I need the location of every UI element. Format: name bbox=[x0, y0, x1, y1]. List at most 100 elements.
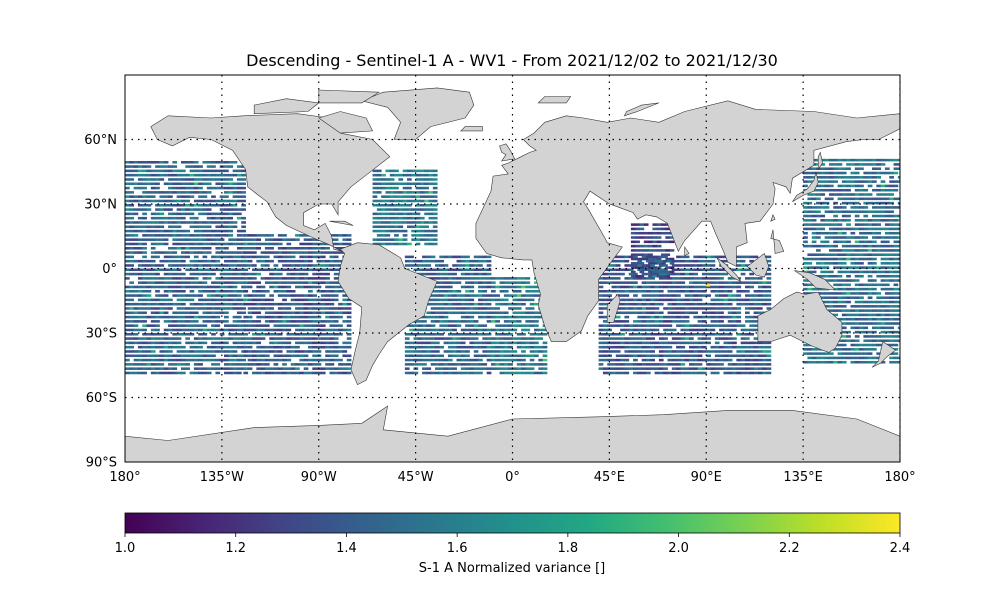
heatmap-cell bbox=[740, 290, 746, 293]
heatmap-cell bbox=[633, 285, 638, 289]
heatmap-cell bbox=[762, 302, 767, 306]
heatmap-cell bbox=[303, 264, 309, 267]
heatmap-cell bbox=[833, 296, 838, 299]
heatmap-cell bbox=[312, 371, 317, 375]
heatmap-cell bbox=[419, 186, 425, 190]
heatmap-cell bbox=[820, 240, 826, 244]
heatmap-cell bbox=[521, 328, 526, 332]
heatmap-cell bbox=[243, 333, 249, 336]
heatmap-cell bbox=[667, 311, 673, 315]
heatmap-cell bbox=[432, 204, 438, 207]
heatmap-cell bbox=[824, 300, 830, 304]
heatmap-cell bbox=[426, 341, 432, 345]
heatmap-cell bbox=[176, 341, 182, 345]
heatmap-cell bbox=[307, 358, 313, 362]
heatmap-cell bbox=[419, 204, 425, 207]
heatmap-cell bbox=[512, 367, 518, 370]
heatmap-cell bbox=[486, 302, 492, 306]
heatmap-cell bbox=[689, 311, 694, 315]
heatmap-cell bbox=[710, 281, 716, 284]
heatmap-cell bbox=[723, 290, 729, 293]
heatmap-cell bbox=[719, 363, 724, 366]
heatmap-cell bbox=[146, 341, 152, 345]
heatmap-cell bbox=[376, 216, 382, 220]
heatmap-cell bbox=[432, 216, 438, 220]
heatmap-cell bbox=[807, 287, 813, 291]
heatmap-cell bbox=[701, 302, 707, 306]
heatmap-cell bbox=[740, 358, 746, 362]
heatmap-cell bbox=[833, 214, 838, 218]
heatmap-cell bbox=[303, 238, 309, 241]
heatmap-cell bbox=[854, 158, 860, 162]
heatmap-cell bbox=[697, 367, 703, 370]
heatmap-cell bbox=[185, 311, 190, 315]
heatmap-cell bbox=[232, 242, 238, 246]
heatmap-cell bbox=[346, 298, 352, 302]
heatmap-cell bbox=[867, 356, 873, 360]
heatmap-cell bbox=[736, 358, 742, 362]
heatmap-cell bbox=[146, 272, 152, 276]
heatmap-cell bbox=[538, 333, 544, 336]
heatmap-cell bbox=[325, 354, 330, 358]
heatmap-cell bbox=[669, 236, 675, 239]
heatmap-cell bbox=[740, 281, 746, 284]
heatmap-cell bbox=[269, 337, 274, 340]
heatmap-cell bbox=[329, 281, 335, 284]
heatmap-cell bbox=[846, 223, 851, 226]
heatmap-cell bbox=[841, 184, 847, 188]
heatmap-cell bbox=[635, 244, 640, 248]
heatmap-cell bbox=[312, 354, 317, 358]
heatmap-cell bbox=[172, 255, 178, 259]
heatmap-cell bbox=[206, 337, 212, 340]
heatmap-cell bbox=[615, 311, 621, 315]
heatmap-cell bbox=[430, 272, 436, 276]
heatmap-cell bbox=[146, 234, 152, 237]
heatmap-cell bbox=[320, 264, 326, 267]
heatmap-cell bbox=[333, 358, 339, 362]
heatmap-cell bbox=[228, 367, 234, 370]
heatmap-cell bbox=[215, 242, 221, 246]
heatmap-cell bbox=[277, 294, 283, 297]
heatmap-cell bbox=[320, 242, 326, 246]
heatmap-cell bbox=[641, 272, 647, 276]
heatmap-cell bbox=[611, 371, 617, 375]
heatmap-cell bbox=[521, 367, 526, 370]
heatmap-cell bbox=[256, 238, 262, 241]
heatmap-cell bbox=[211, 285, 216, 289]
heatmap-cell bbox=[252, 320, 257, 323]
heatmap-cell bbox=[198, 337, 203, 340]
heatmap-cell bbox=[512, 358, 518, 362]
heatmap-cell bbox=[290, 302, 296, 306]
heatmap-cell bbox=[465, 363, 470, 366]
heatmap-cell bbox=[880, 326, 886, 330]
heatmap-cell bbox=[867, 201, 873, 205]
heatmap-cell bbox=[333, 285, 339, 289]
heatmap-cell bbox=[180, 358, 186, 362]
heatmap-cell bbox=[693, 277, 699, 280]
heatmap-cell bbox=[846, 210, 851, 213]
heatmap-cell bbox=[820, 223, 826, 226]
heatmap-cell bbox=[854, 244, 860, 248]
heatmap-cell bbox=[639, 236, 645, 239]
heatmap-cell bbox=[329, 268, 335, 272]
heatmap-cell bbox=[286, 341, 292, 345]
heatmap-cell bbox=[172, 337, 178, 340]
heatmap-cell bbox=[243, 251, 249, 254]
heatmap-cell bbox=[828, 163, 834, 166]
heatmap-cell bbox=[740, 302, 746, 306]
heatmap-cell bbox=[650, 298, 655, 302]
heatmap-cell bbox=[880, 249, 886, 252]
heatmap-cell bbox=[232, 268, 238, 272]
heatmap-cell bbox=[607, 371, 612, 375]
heatmap-cell bbox=[155, 242, 160, 246]
heatmap-cell bbox=[415, 216, 421, 220]
heatmap-cell bbox=[880, 283, 886, 287]
heatmap-cell bbox=[620, 298, 625, 302]
heatmap-cell bbox=[598, 354, 604, 358]
heatmap-cell bbox=[180, 208, 186, 211]
heatmap-cell bbox=[189, 350, 195, 353]
heatmap-cell bbox=[389, 242, 395, 246]
heatmap-cell bbox=[499, 345, 505, 349]
heatmap-cell bbox=[180, 229, 186, 233]
heatmap-cell bbox=[880, 274, 886, 278]
